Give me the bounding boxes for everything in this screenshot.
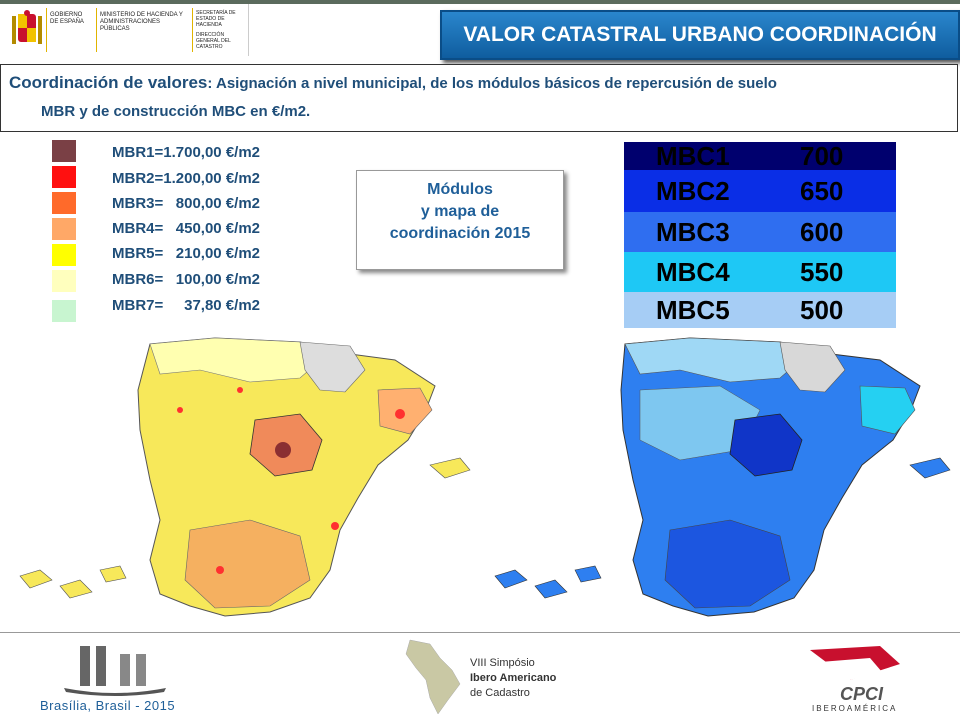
logo-divider [96,8,97,52]
mbc-map [494,337,951,617]
footer-caption: Brasília, Brasil - 2015 [40,698,176,713]
maps-area [19,337,951,617]
logo-text-secretariat: SECRETARÍA DE ESTADO DE HACIENDA DIRECCI… [196,10,246,50]
mbr6-swatch [52,270,76,292]
mbc2-row: MBC2 650 [624,170,896,212]
mbc1-value: 700 [800,140,844,171]
description-line-1: Coordinación de valores: Asignación a ni… [9,73,777,93]
mbr5-swatch [52,244,76,266]
mbc-legend-table: MBC1 700 MBC2 650 MBC3 600 MBC4 550 MBC5 500 [624,140,896,328]
description-rest: : Asignación a nivel municipal, de los m… [207,75,777,92]
event-line-3: de Cadastro [470,687,530,699]
logo-text-direccion: DIRECCIÓN GENERAL DEL CATASTRO [196,32,231,50]
mbc2-name: MBC2 [656,175,730,206]
mbr4-label: MBR4= 450,00 €/m2 [112,220,261,237]
mbr3-label: MBR3= 800,00 €/m2 [112,195,261,212]
logo-text-secretaria: SECRETARÍA DE ESTADO DE HACIENDA [196,10,236,28]
mbc5-row: MBC5 500 [624,292,896,328]
mbc4-row: MBC4 550 [624,252,896,292]
mbr4-swatch [52,218,76,240]
mbr6-label: MBR6= 100,00 €/m2 [112,271,261,288]
mbr1-label: MBR1=1.700,00 €/m2 [112,144,261,161]
coat-of-arms-icon [12,10,42,44]
mbc5-value: 500 [800,294,844,325]
mbc3-value: 600 [800,216,844,247]
mbr7-label: MBR7= 37,80 €/m2 [112,297,260,314]
brasilia-logo-icon [64,646,166,696]
modulos-line-3: coordinación 2015 [389,225,531,242]
slide-title-box: VALOR CATASTRAL URBANO COORDINACIÓN [440,10,960,60]
cpci-logo-text: CPCI [840,684,884,704]
description-lead: Coordinación de valores [9,73,208,92]
mbr-map [19,337,471,617]
mbc1-name: MBC1 [656,140,730,171]
slide-title: VALOR CATASTRAL URBANO COORDINACIÓN [463,23,937,46]
cpci-logo-icon [810,646,900,682]
modulos-box: Módulos y mapa de coordinación 2015 [356,170,564,270]
event-line-2: Ibero Americano [470,672,557,684]
mbc3-row: MBC3 600 [624,212,896,252]
cpci-logo-subtext: IBEROAMÉRICA [812,704,898,713]
event-line-1: VIII Simpósio [470,657,535,669]
logo-text-ministry: MINISTERIO DE HACIENDA Y ADMINISTRACIONE… [100,12,183,32]
modulos-line-1: Módulos [427,181,493,198]
mbc5-name: MBC5 [656,294,730,325]
mbr2-swatch [52,166,76,188]
mbr1-swatch [52,140,76,162]
mbc1-row: MBC1 700 [624,140,896,171]
mbr2-label: MBR2=1.200,00 €/m2 [112,170,261,187]
mbc2-value: 650 [800,175,844,206]
logo-divider [192,8,193,52]
description-box: Coordinación de valores: Asignación a ni… [0,64,958,132]
top-bar [0,0,960,4]
government-logo: GOBIERNO DE ESPAÑA MINISTERIO DE HACIEND… [4,4,249,56]
logo-divider [46,8,47,52]
modulos-line-2: y mapa de [420,203,500,220]
mbr3-swatch [52,192,76,214]
description-line-2: MBR y de construcción MBC en €/m2. [41,103,311,120]
footer-divider [0,632,960,633]
logo-text-gov: GOBIERNO DE ESPAÑA [50,12,84,25]
iberoamerica-map-icon [405,639,461,715]
mbr7-swatch [52,300,76,322]
mbc4-value: 550 [800,256,844,287]
mbc3-name: MBC3 [656,216,730,247]
mbr5-label: MBR5= 210,00 €/m2 [112,245,261,262]
mbc4-name: MBC4 [656,256,730,287]
event-title: VIII Simpósio Ibero Americano de Cadastr… [470,656,556,701]
